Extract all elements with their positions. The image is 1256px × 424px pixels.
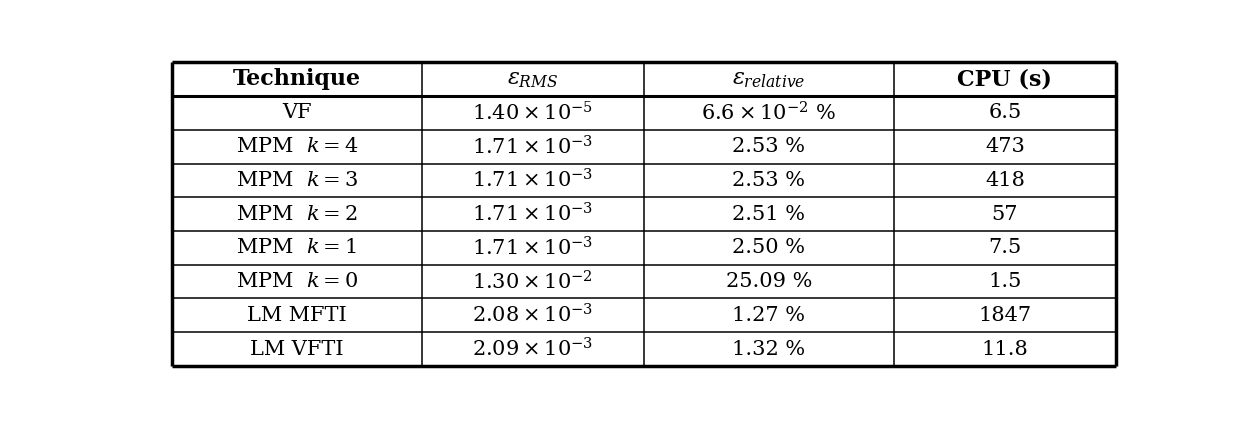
Text: 1.5: 1.5 — [988, 272, 1021, 291]
Text: Technique: Technique — [232, 68, 360, 90]
Text: LM VFTI: LM VFTI — [250, 340, 344, 359]
Text: $1.40\times10^{-5}$: $1.40\times10^{-5}$ — [472, 101, 593, 125]
Text: 57: 57 — [991, 205, 1019, 223]
Text: MPM  $k=1$: MPM $k=1$ — [236, 238, 357, 257]
Text: VF: VF — [281, 103, 311, 123]
Text: CPU (s): CPU (s) — [957, 68, 1053, 90]
Text: $2.09\times10^{-3}$: $2.09\times10^{-3}$ — [472, 338, 593, 361]
Text: $1.71\times10^{-3}$: $1.71\times10^{-3}$ — [472, 236, 593, 259]
Text: 1.32 %: 1.32 % — [732, 340, 805, 359]
Text: $1.71\times10^{-3}$: $1.71\times10^{-3}$ — [472, 135, 593, 158]
Text: MPM  $k=3$: MPM $k=3$ — [236, 171, 358, 190]
Text: 2.50 %: 2.50 % — [732, 238, 805, 257]
Text: MPM  $k=0$: MPM $k=0$ — [236, 272, 358, 291]
Text: $1.71\times10^{-3}$: $1.71\times10^{-3}$ — [472, 203, 593, 226]
Text: $\varepsilon_{relative}$: $\varepsilon_{relative}$ — [732, 68, 805, 90]
Text: 2.51 %: 2.51 % — [732, 205, 805, 223]
Text: 6.5: 6.5 — [988, 103, 1021, 123]
Text: 418: 418 — [985, 171, 1025, 190]
Text: 1.27 %: 1.27 % — [732, 306, 805, 325]
Text: 25.09 %: 25.09 % — [726, 272, 811, 291]
Text: 2.53 %: 2.53 % — [732, 137, 805, 156]
Text: 11.8: 11.8 — [981, 340, 1029, 359]
Text: LM MFTI: LM MFTI — [247, 306, 347, 325]
Text: $\varepsilon_{RMS}$: $\varepsilon_{RMS}$ — [507, 68, 559, 90]
Text: $2.08\times10^{-3}$: $2.08\times10^{-3}$ — [472, 304, 593, 327]
Text: $1.71\times10^{-3}$: $1.71\times10^{-3}$ — [472, 169, 593, 192]
Text: MPM  $k=2$: MPM $k=2$ — [236, 205, 358, 223]
Text: $6.6\times10^{-2}$ %: $6.6\times10^{-2}$ % — [701, 101, 836, 125]
Text: 7.5: 7.5 — [988, 238, 1021, 257]
Text: 473: 473 — [985, 137, 1025, 156]
Text: $1.30\times10^{-2}$: $1.30\times10^{-2}$ — [472, 270, 593, 293]
Text: 1847: 1847 — [978, 306, 1031, 325]
Text: 2.53 %: 2.53 % — [732, 171, 805, 190]
Text: MPM  $k=4$: MPM $k=4$ — [236, 137, 358, 156]
